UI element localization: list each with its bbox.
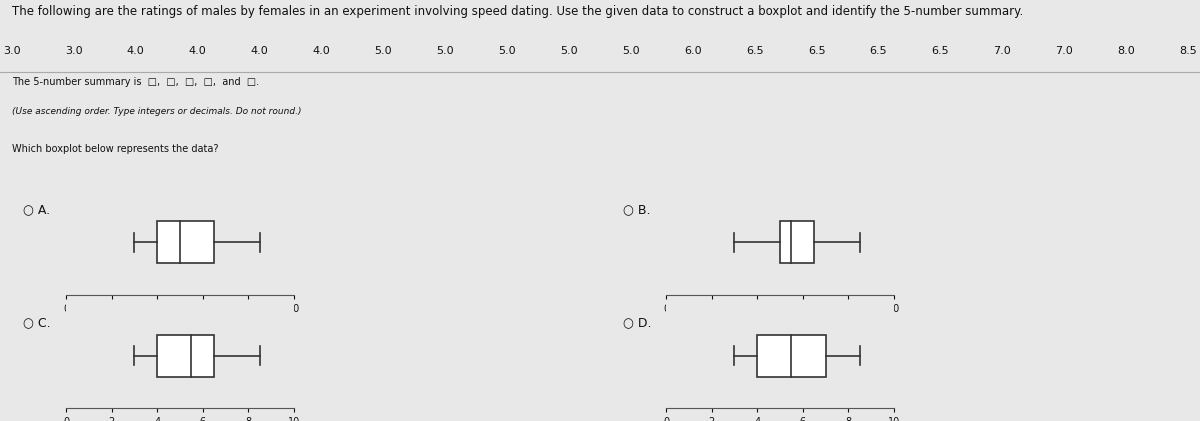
Text: 5.0: 5.0 (622, 46, 640, 56)
Text: 6.0: 6.0 (684, 46, 702, 56)
Text: 4.0: 4.0 (312, 46, 330, 56)
Text: 8.5: 8.5 (1180, 46, 1196, 56)
Text: ○ B.: ○ B. (623, 203, 650, 216)
Text: ○ A.: ○ A. (23, 203, 50, 216)
Text: 3.0: 3.0 (65, 46, 83, 56)
FancyBboxPatch shape (157, 221, 215, 263)
Text: 3.0: 3.0 (4, 46, 20, 56)
Text: 6.5: 6.5 (746, 46, 763, 56)
FancyBboxPatch shape (757, 335, 826, 377)
Text: 6.5: 6.5 (931, 46, 949, 56)
Text: ○ D.: ○ D. (623, 317, 652, 330)
Text: 7.0: 7.0 (1055, 46, 1073, 56)
Text: 7.0: 7.0 (994, 46, 1012, 56)
Text: 4.0: 4.0 (188, 46, 206, 56)
Text: 4.0: 4.0 (251, 46, 269, 56)
Text: Which boxplot below represents the data?: Which boxplot below represents the data? (12, 144, 218, 155)
Text: 6.5: 6.5 (870, 46, 887, 56)
FancyBboxPatch shape (780, 221, 815, 263)
X-axis label: Ratings: Ratings (762, 319, 798, 329)
X-axis label: Ratings: Ratings (162, 319, 198, 329)
FancyBboxPatch shape (157, 335, 215, 377)
Text: 5.0: 5.0 (374, 46, 392, 56)
Text: The following are the ratings of males by females in an experiment involving spe: The following are the ratings of males b… (12, 5, 1024, 18)
Text: (Use ascending order. Type integers or decimals. Do not round.): (Use ascending order. Type integers or d… (12, 107, 301, 116)
Text: 5.0: 5.0 (498, 46, 516, 56)
Text: 5.0: 5.0 (437, 46, 454, 56)
Text: 6.5: 6.5 (808, 46, 826, 56)
Text: 8.0: 8.0 (1117, 46, 1135, 56)
Text: The 5-number summary is  □,  □,  □,  □,  and  □.: The 5-number summary is □, □, □, □, and … (12, 77, 259, 86)
Text: 5.0: 5.0 (560, 46, 578, 56)
Text: ○ C.: ○ C. (23, 317, 50, 330)
Text: 4.0: 4.0 (127, 46, 145, 56)
